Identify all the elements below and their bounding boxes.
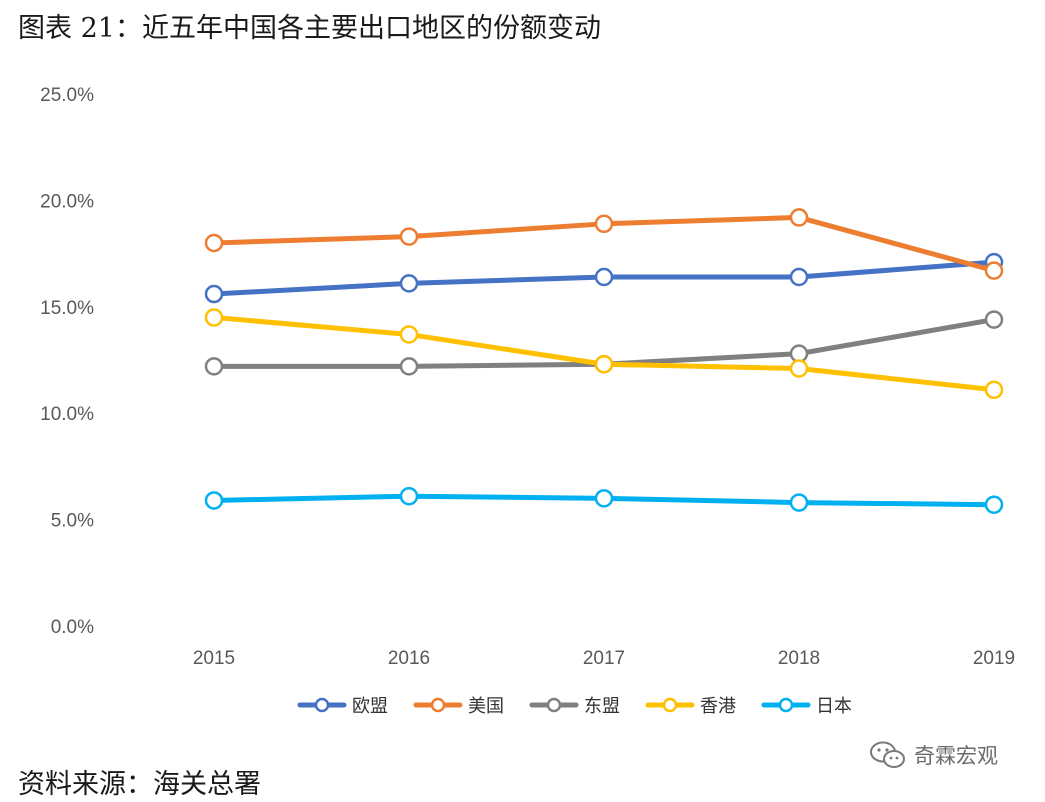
data-point <box>789 493 809 512</box>
x-tick-label: 2018 <box>778 648 820 669</box>
data-point <box>984 310 1004 329</box>
y-tick-label: 20.0% <box>40 191 94 212</box>
x-axis-ticks: 2015 2016 2017 2018 2019 <box>193 648 1015 669</box>
data-point <box>204 491 224 510</box>
legend-marker <box>546 697 562 713</box>
y-tick-label: 0.0% <box>51 617 94 638</box>
x-tick-label: 2016 <box>388 648 430 669</box>
x-tick-label: 2015 <box>193 648 235 669</box>
data-point <box>399 486 419 506</box>
figure-title: 图表 21：近五年中国各主要出口地区的份额变动 <box>18 13 601 44</box>
legend-label: 香港 <box>700 696 736 717</box>
legend-label: 日本 <box>816 696 852 717</box>
legend-item: 东盟 <box>529 696 620 717</box>
legend-marker <box>778 697 794 713</box>
data-point <box>984 495 1004 514</box>
data-point <box>789 208 809 227</box>
data-point <box>984 380 1004 400</box>
x-tick-label: 2019 <box>973 648 1015 669</box>
legend-marker <box>430 697 446 713</box>
data-point <box>594 214 614 234</box>
data-point <box>399 227 419 246</box>
data-point <box>399 274 419 293</box>
legend-marker <box>662 697 678 713</box>
y-tick-label: 25.0% <box>40 85 94 106</box>
y-tick-label: 10.0% <box>40 404 94 425</box>
data-point <box>789 344 809 363</box>
data-point <box>204 357 224 376</box>
wechat-icon <box>870 741 905 768</box>
data-point <box>204 233 224 253</box>
data-point <box>789 267 809 287</box>
series-line-3 <box>211 314 997 393</box>
data-point <box>984 261 1004 280</box>
legend-label: 美国 <box>468 696 504 717</box>
x-tick-label: 2017 <box>583 648 625 669</box>
y-axis-ticks: 0.0% 5.0% 10.0% 15.0% 20.0% 25.0% <box>40 85 94 638</box>
watermark-text: 奇霖宏观 <box>914 744 998 768</box>
legend-label: 东盟 <box>584 696 620 717</box>
legend-item: 欧盟 <box>297 696 388 717</box>
data-point <box>204 308 224 327</box>
y-tick-label: 5.0% <box>51 511 94 532</box>
series-markers <box>204 208 1004 514</box>
data-point <box>594 489 614 508</box>
legend-item: 日本 <box>761 696 852 717</box>
legend: 欧盟 美国 东盟 香港 日本 <box>297 696 852 717</box>
legend-label: 欧盟 <box>352 696 388 717</box>
y-tick-label: 15.0% <box>40 298 94 319</box>
legend-item: 香港 <box>645 696 736 717</box>
data-point <box>594 267 614 287</box>
legend-item: 美国 <box>413 696 504 717</box>
data-point <box>594 355 614 374</box>
data-point <box>204 284 224 304</box>
data-point <box>789 359 809 378</box>
data-point <box>399 325 419 344</box>
watermark: 奇霖宏观 <box>868 740 998 770</box>
source-note: 资料来源：海关总署 <box>18 769 261 800</box>
legend-marker <box>314 697 330 713</box>
data-point <box>399 357 419 376</box>
